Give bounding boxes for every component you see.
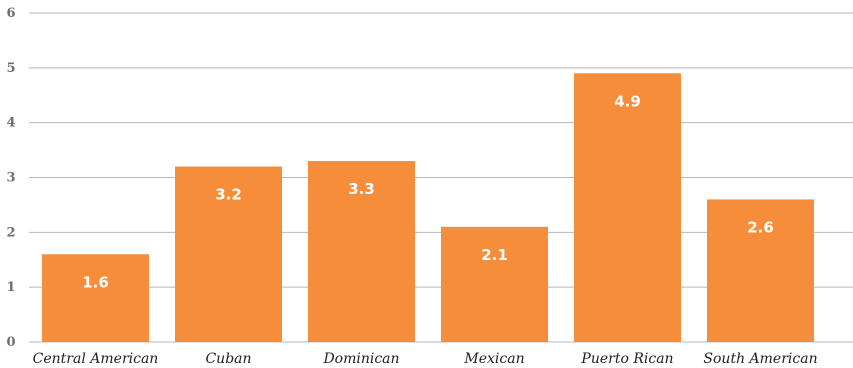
bar <box>441 226 548 342</box>
y-tick-label: 5 <box>6 61 15 76</box>
y-tick-label: 3 <box>6 171 15 186</box>
y-tick-label: 6 <box>6 6 15 21</box>
x-tick-label: Dominican <box>322 351 399 367</box>
bar <box>707 199 814 342</box>
bar <box>574 73 681 343</box>
y-tick-label: 1 <box>6 280 15 295</box>
x-tick-label: Central American <box>33 351 159 367</box>
bars <box>42 73 814 343</box>
x-tick-label: Mexican <box>463 351 524 367</box>
data-label: 1.6 <box>82 273 109 291</box>
data-label: 3.3 <box>348 180 375 198</box>
y-tick-label: 4 <box>6 116 15 131</box>
bar <box>42 254 149 342</box>
y-tick-label: 2 <box>6 225 15 240</box>
x-tick-label: Cuban <box>205 351 251 367</box>
bar <box>175 166 282 342</box>
x-tick-label: Puerto Rican <box>580 351 673 367</box>
y-tick-label: 0 <box>6 335 15 350</box>
data-labels: 1.6 3.2 3.3 2.1 4.9 2.6 <box>82 92 774 291</box>
y-axis-ticks: 0 1 2 3 4 5 6 <box>6 6 15 350</box>
bar <box>308 161 415 342</box>
data-label: 2.1 <box>481 246 508 264</box>
data-label: 4.9 <box>614 92 641 110</box>
x-tick-label: South American <box>703 351 817 367</box>
data-label: 3.2 <box>215 186 242 204</box>
x-axis-ticks: Central American Cuban Dominican Mexican Pue… <box>33 351 818 367</box>
data-label: 2.6 <box>747 218 774 236</box>
